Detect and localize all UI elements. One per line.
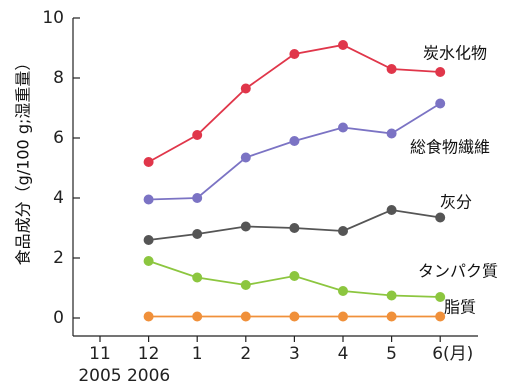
data-point	[338, 286, 348, 296]
series-label: 灰分	[440, 193, 472, 212]
y-tick-label: 0	[53, 308, 64, 328]
series-label: 総食物繊維	[410, 138, 490, 157]
data-point	[289, 271, 300, 281]
data-point	[143, 311, 154, 322]
x-tick-label: 6(月)	[432, 344, 473, 364]
x-tick-label: 11	[89, 344, 111, 364]
data-point	[192, 193, 203, 203]
data-point	[240, 221, 251, 232]
data-point	[338, 40, 348, 50]
series-label: 脂質	[444, 298, 476, 317]
data-point	[240, 280, 251, 290]
x-tick-label: 2	[240, 344, 251, 364]
data-point	[386, 128, 397, 139]
data-point	[143, 256, 154, 266]
data-point	[338, 311, 348, 322]
data-point	[192, 272, 203, 283]
series-line	[148, 102, 441, 201]
data-point	[435, 98, 446, 109]
data-point	[289, 49, 300, 59]
data-point	[192, 229, 203, 239]
data-point	[240, 152, 251, 163]
year-labels: 2005 2006	[78, 366, 170, 382]
data-point	[435, 67, 446, 77]
series-group	[143, 40, 446, 322]
data-point	[386, 205, 397, 215]
data-point	[192, 311, 203, 322]
y-tick-label: 10	[42, 8, 64, 28]
data-point	[240, 311, 251, 322]
data-point	[143, 235, 154, 245]
y-tick-label: 4	[53, 188, 64, 208]
y-tick-label: 6	[53, 128, 64, 148]
data-point	[240, 83, 251, 94]
data-point	[386, 311, 397, 322]
x-ticks: 11 12 1 2 3 4 5 6(月)	[89, 336, 473, 364]
data-point	[338, 226, 348, 236]
x-tick-label: 4	[338, 344, 349, 364]
y-ticks: 0 2 4 6 8 10	[42, 8, 80, 328]
year-label: 2006	[127, 366, 170, 382]
x-tick-label: 3	[289, 344, 300, 364]
y-axis-label: 食品成分（g/100 g;湿重量）	[14, 55, 33, 266]
data-point	[143, 194, 154, 205]
data-point	[435, 212, 446, 223]
x-tick-label: 1	[192, 344, 203, 364]
data-point	[338, 122, 348, 133]
data-point	[289, 223, 300, 233]
series-label: タンパク質	[418, 262, 498, 281]
data-point	[435, 311, 446, 322]
data-point	[386, 64, 397, 74]
data-point	[435, 292, 446, 302]
data-point	[386, 290, 397, 301]
data-point	[289, 311, 300, 322]
x-tick-label: 5	[386, 344, 397, 364]
y-tick-label: 8	[53, 68, 64, 88]
y-axis-title: 食品成分（g/100 g;湿重量）	[14, 55, 33, 266]
x-tick-label: 12	[138, 344, 160, 364]
series-label: 炭水化物	[423, 44, 487, 63]
data-point	[143, 157, 154, 167]
data-point	[192, 130, 203, 140]
y-tick-label: 2	[53, 248, 64, 268]
data-point	[289, 136, 300, 146]
year-label: 2005	[78, 366, 121, 382]
